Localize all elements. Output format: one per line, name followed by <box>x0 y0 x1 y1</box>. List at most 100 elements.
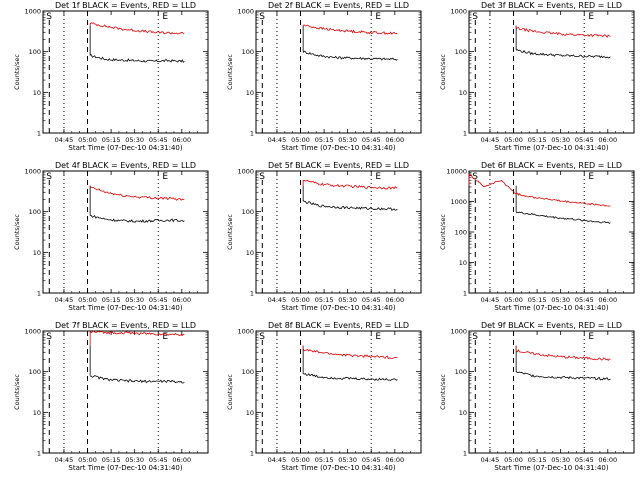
end-marker-label: E <box>162 332 168 342</box>
y-tick-label: 10000 <box>446 168 467 176</box>
y-tick-label: 1 <box>463 290 467 298</box>
panel-det-2f: Det 2f BLACK = Events, RED = LLD 1 10 100 10… <box>226 1 422 152</box>
plot-frame <box>42 10 209 134</box>
end-marker-label: E <box>162 12 168 22</box>
x-tick-label: 05:45 <box>575 456 594 464</box>
y-axis-label: Counts/sec <box>13 374 21 410</box>
x-tick-label: 05:00 <box>291 296 310 304</box>
plot-frame <box>255 10 422 134</box>
x-tick-label: 04:45 <box>55 456 74 464</box>
x-tick-label: 05:15 <box>102 136 121 144</box>
y-tick-label: 100 <box>242 48 254 56</box>
y-tick-label: 100 <box>29 208 41 216</box>
x-tick-label: 05:00 <box>78 296 97 304</box>
y-tick-label: 10 <box>459 259 467 267</box>
events-series-line <box>302 200 398 211</box>
x-tick-label: 06:00 <box>385 296 404 304</box>
x-tick-label: 05:45 <box>149 296 168 304</box>
panel-det-8f: Det 8f BLACK = Events, RED = LLD 1 10 100 10… <box>226 321 422 472</box>
panel-title: Det 5f BLACK = Events, RED = LLD <box>268 161 409 170</box>
x-tick-label: 05:00 <box>504 296 523 304</box>
lld-series-line <box>516 349 611 362</box>
x-tick-label: 05:00 <box>291 136 310 144</box>
y-tick-label: 10 <box>246 89 254 97</box>
plot-frame <box>468 10 635 134</box>
y-tick-label: 1 <box>250 290 254 298</box>
panel-title: Det 3f BLACK = Events, RED = LLD <box>481 1 622 10</box>
x-tick-label: 06:00 <box>172 456 191 464</box>
events-series-line <box>302 50 398 61</box>
panel-title: Det 2f BLACK = Events, RED = LLD <box>268 1 409 10</box>
y-tick-label: 1 <box>463 130 467 138</box>
panel-title: Det 4f BLACK = Events, RED = LLD <box>55 161 196 170</box>
plot-frame <box>468 330 635 454</box>
x-axis-label: Start Time (07-Dec-10 04:31:40) <box>494 464 608 472</box>
x-tick-label: 05:30 <box>338 136 357 144</box>
y-tick-label: 1 <box>250 130 254 138</box>
end-marker-label: E <box>375 332 381 342</box>
y-tick-label: 1 <box>250 450 254 458</box>
x-axis-label: Start Time (07-Dec-10 04:31:40) <box>68 304 182 312</box>
end-marker-label: E <box>375 12 381 22</box>
x-tick-label: 05:45 <box>362 456 381 464</box>
lld-series-line <box>515 26 611 38</box>
x-tick-label: 04:45 <box>268 456 287 464</box>
x-tick-label: 04:45 <box>268 296 287 304</box>
x-axis-label: Start Time (07-Dec-10 04:31:40) <box>494 304 608 312</box>
x-tick-label: 04:45 <box>55 136 74 144</box>
y-tick-label: 100 <box>29 48 41 56</box>
x-tick-label: 05:45 <box>362 296 381 304</box>
y-tick-label: 1000 <box>24 8 41 16</box>
plot-frame <box>468 170 635 294</box>
x-tick-label: 05:15 <box>315 136 334 144</box>
start-marker-label: S <box>46 172 52 182</box>
x-tick-label: 05:45 <box>362 136 381 144</box>
y-tick-label: 10 <box>459 89 467 97</box>
lld-series-line <box>89 186 185 201</box>
y-tick-label: 10 <box>246 249 254 257</box>
y-tick-label: 1000 <box>450 198 467 206</box>
y-axis-label: Counts/sec <box>439 54 447 90</box>
x-tick-label: 05:15 <box>102 456 121 464</box>
panel-title: Det 6f BLACK = Events, RED = LLD <box>481 161 622 170</box>
x-tick-label: 05:30 <box>125 456 144 464</box>
start-marker-label: S <box>46 332 52 342</box>
lld-series-line <box>89 330 185 337</box>
events-series-line <box>302 372 398 381</box>
x-tick-label: 05:30 <box>125 296 144 304</box>
lld-series-line <box>89 22 185 35</box>
y-tick-label: 10 <box>33 89 41 97</box>
y-tick-label: 1 <box>463 450 467 458</box>
x-tick-label: 04:45 <box>481 136 500 144</box>
start-marker-label: S <box>259 332 265 342</box>
end-marker-label: E <box>588 332 594 342</box>
y-tick-label: 1000 <box>450 328 467 336</box>
panel-det-9f: Det 9f BLACK = Events, RED = LLD 1 10 100 10… <box>439 321 635 472</box>
end-marker-label: E <box>588 172 594 182</box>
events-series-line <box>515 211 611 224</box>
y-axis-label: Counts/sec <box>226 374 234 410</box>
y-tick-label: 10 <box>33 249 41 257</box>
panel-title: Det 1f BLACK = Events, RED = LLD <box>55 1 196 10</box>
x-tick-label: 05:00 <box>78 456 97 464</box>
y-tick-label: 10 <box>459 409 467 417</box>
x-tick-label: 05:15 <box>528 136 547 144</box>
x-tick-label: 05:30 <box>551 136 570 144</box>
y-tick-label: 1000 <box>237 328 254 336</box>
x-tick-label: 05:30 <box>551 296 570 304</box>
y-tick-label: 100 <box>29 368 41 376</box>
start-marker-label: S <box>46 12 52 22</box>
x-tick-label: 05:00 <box>78 136 97 144</box>
y-tick-label: 1 <box>37 450 41 458</box>
y-tick-label: 10 <box>246 409 254 417</box>
panel-det-3f: Det 3f BLACK = Events, RED = LLD 1 10 100 10… <box>439 1 635 152</box>
plot-frame <box>42 330 209 454</box>
x-axis-label: Start Time (07-Dec-10 04:31:40) <box>281 144 395 152</box>
y-tick-label: 100 <box>455 368 467 376</box>
lld-series-line <box>302 179 398 190</box>
panel-title: Det 9f BLACK = Events, RED = LLD <box>481 321 622 330</box>
events-series-line <box>90 54 185 63</box>
x-tick-label: 06:00 <box>598 456 617 464</box>
lld-series-line <box>468 173 611 207</box>
y-tick-label: 1000 <box>450 8 467 16</box>
